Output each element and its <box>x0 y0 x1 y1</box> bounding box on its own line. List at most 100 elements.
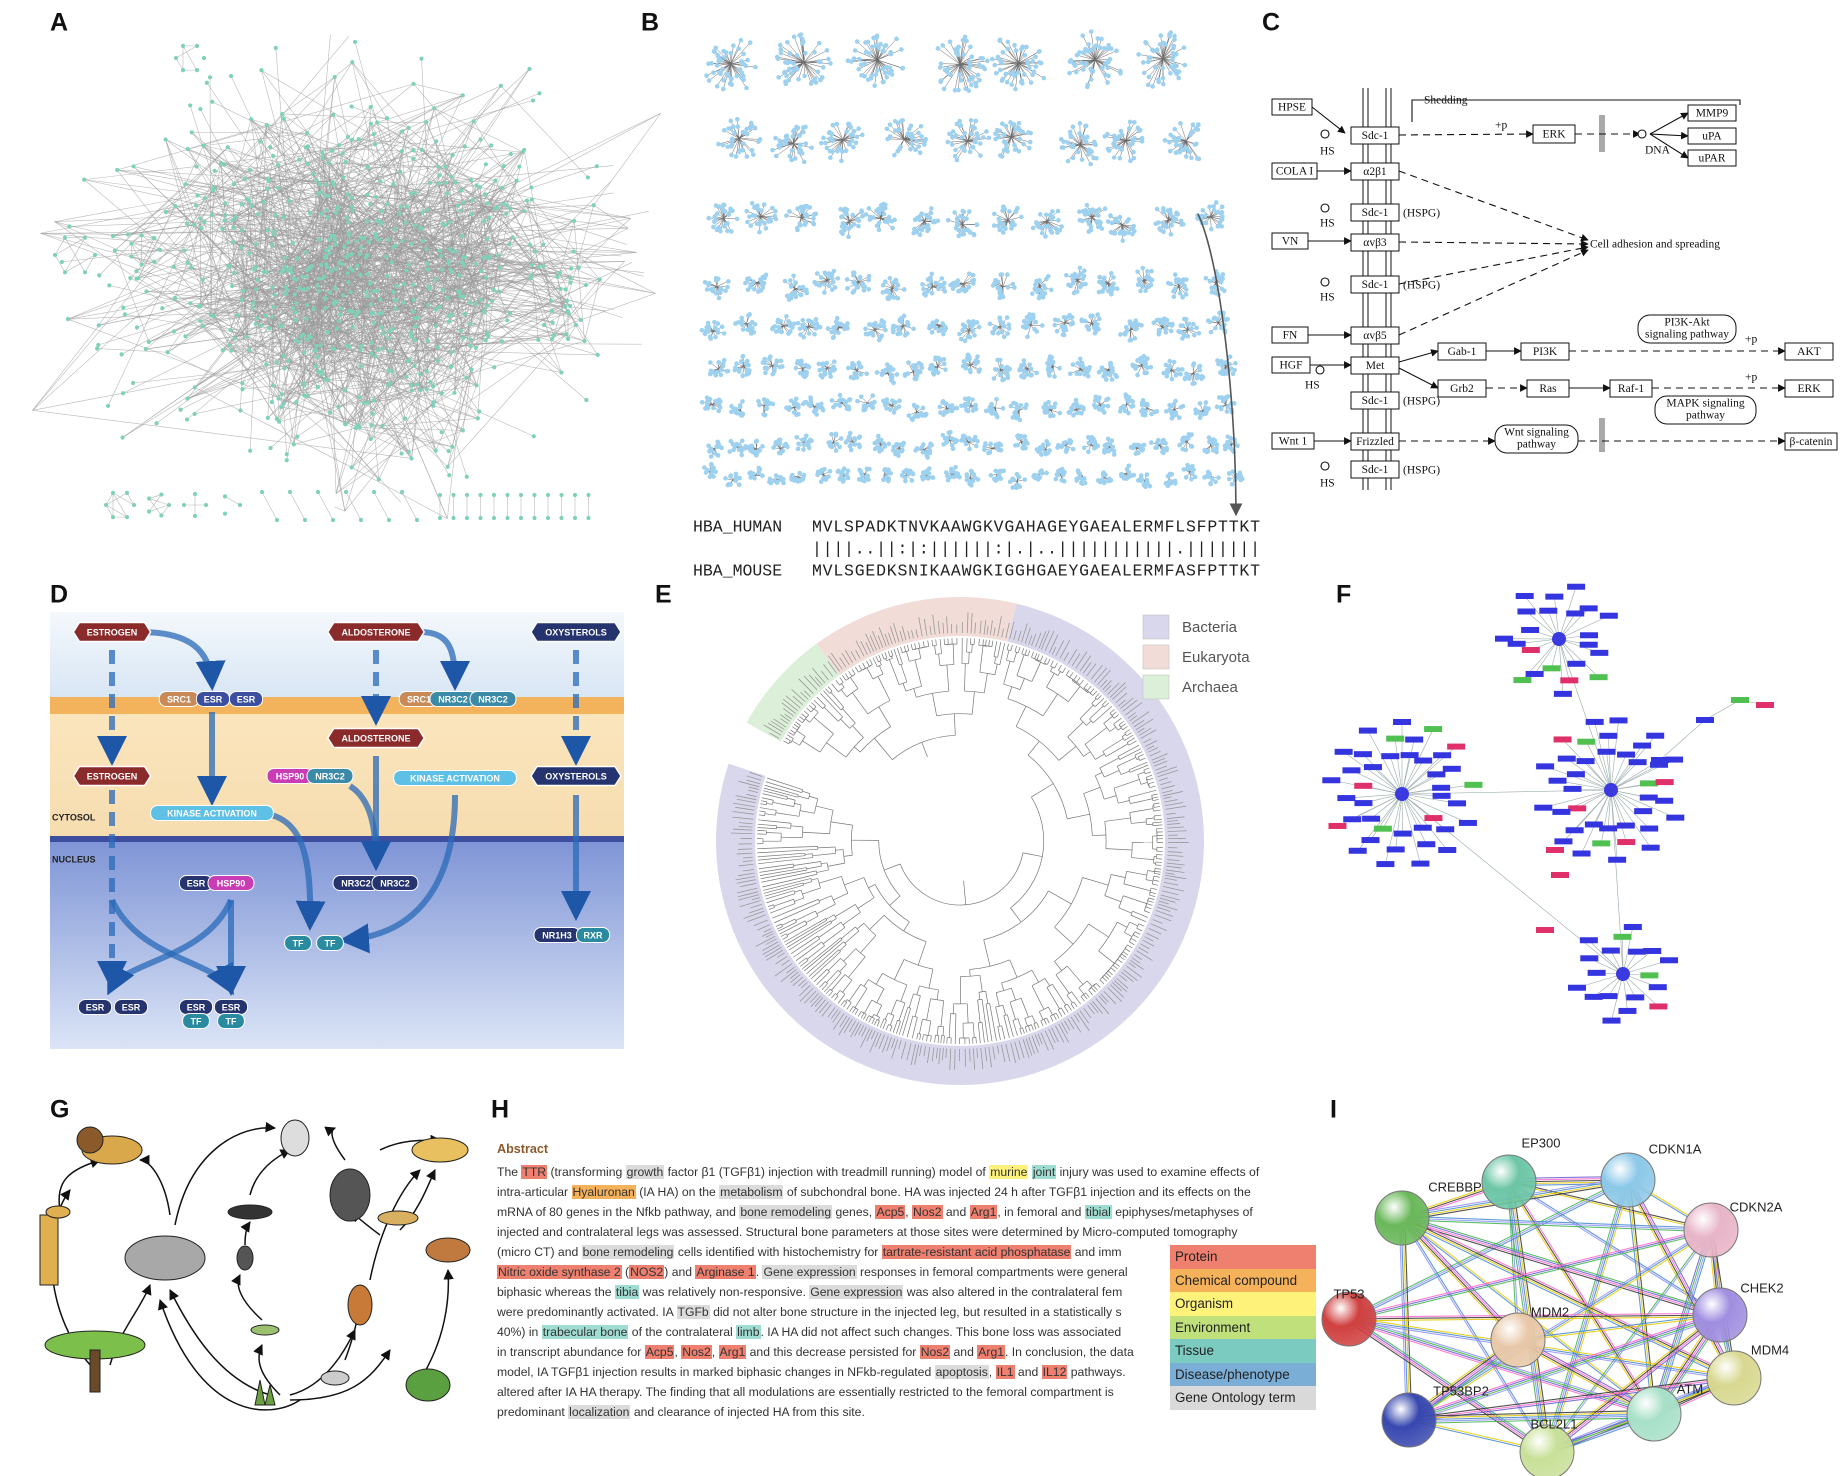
network-node <box>134 269 139 274</box>
network-node <box>194 164 199 169</box>
network-node <box>565 309 571 314</box>
network-node <box>350 208 355 213</box>
network-node <box>508 151 513 157</box>
network-node <box>530 98 536 103</box>
network-edge <box>275 212 337 216</box>
network-node <box>524 198 530 203</box>
network-edge <box>333 185 368 256</box>
network-edge <box>593 205 629 229</box>
network-node <box>290 240 295 246</box>
network-edge <box>451 278 531 315</box>
network-node <box>231 225 236 230</box>
network-node <box>318 343 323 348</box>
network-node <box>471 119 476 124</box>
network-node <box>358 364 363 369</box>
network-node <box>134 325 140 330</box>
network-node <box>409 456 414 461</box>
network-node <box>198 106 203 112</box>
network-node <box>333 286 338 291</box>
network-node <box>376 477 381 482</box>
network-node <box>261 200 266 205</box>
network-node <box>418 372 423 377</box>
network-edge <box>351 149 414 199</box>
network-node <box>393 306 398 311</box>
network-node <box>276 396 281 401</box>
network-node <box>384 273 389 279</box>
network-node <box>336 143 341 148</box>
network-node <box>443 180 448 185</box>
network-edge <box>203 145 464 203</box>
network-edge <box>463 187 481 203</box>
network-node <box>486 215 491 220</box>
network-node <box>474 383 479 388</box>
network-edge <box>433 405 478 419</box>
network-node <box>464 515 470 521</box>
network-edge <box>105 504 128 518</box>
network-node <box>120 435 125 440</box>
network-node <box>350 324 355 330</box>
network-node <box>412 363 417 368</box>
network-node <box>282 215 287 220</box>
network-node <box>267 326 272 331</box>
network-node <box>185 260 190 266</box>
network-node <box>276 162 281 168</box>
network-edge <box>322 152 404 304</box>
network-node <box>122 312 128 317</box>
network-node <box>483 255 488 260</box>
network-node <box>281 353 286 359</box>
network-node <box>223 213 228 218</box>
network-node <box>540 264 546 269</box>
network-node <box>199 225 204 231</box>
network-node <box>183 334 188 339</box>
network-node <box>282 366 287 371</box>
network-node <box>181 502 187 508</box>
network-node <box>82 177 87 182</box>
network-edge <box>475 256 491 348</box>
network-node <box>455 203 461 209</box>
network-edge <box>194 224 259 281</box>
network-node <box>541 242 546 247</box>
network-node <box>585 175 591 180</box>
network-edge <box>148 494 162 512</box>
network-node <box>368 202 373 207</box>
network-node <box>248 448 253 453</box>
network-a-edges <box>32 34 661 521</box>
network-node <box>482 219 487 224</box>
network-edge <box>138 250 185 279</box>
network-node <box>369 423 374 428</box>
network-node <box>448 174 454 179</box>
network-node <box>364 219 370 224</box>
network-edge <box>32 267 192 411</box>
network-edge <box>325 195 345 247</box>
network-node <box>482 308 487 313</box>
network-edge <box>472 180 496 201</box>
network-node <box>352 39 358 45</box>
network-node <box>296 157 302 162</box>
network-edge <box>254 231 275 270</box>
network-edge <box>487 202 575 222</box>
network-edge <box>382 370 389 426</box>
network-edge <box>285 286 310 337</box>
network-node <box>456 288 461 294</box>
network-node <box>268 445 273 451</box>
network-edge <box>328 162 333 237</box>
network-edge <box>304 352 464 431</box>
network-node <box>410 309 415 314</box>
network-edge <box>459 199 533 276</box>
network-node <box>433 307 438 312</box>
network-node <box>92 252 98 258</box>
network-edge <box>410 241 424 333</box>
network-node <box>96 342 101 348</box>
network-node <box>425 338 431 343</box>
network-node <box>359 235 364 240</box>
network-node <box>328 268 334 273</box>
network-node <box>340 262 345 267</box>
network-edge <box>593 113 661 206</box>
network-node <box>478 137 483 142</box>
network-node <box>349 104 354 109</box>
network-node <box>328 410 333 415</box>
network-node <box>478 492 483 498</box>
network-node <box>555 274 560 280</box>
network-node <box>559 492 564 498</box>
